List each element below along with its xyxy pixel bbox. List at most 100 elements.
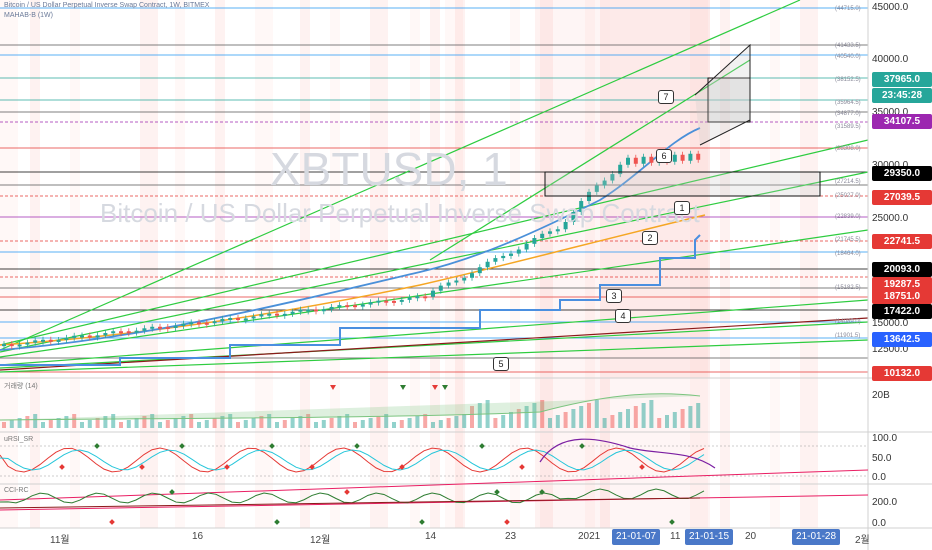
time-highlight: 21-01-28 (792, 529, 841, 545)
volume-bar (48, 420, 53, 428)
candle-body (415, 296, 420, 299)
candle-body (220, 318, 225, 322)
trendline (0, 339, 869, 373)
volume-bar (33, 414, 38, 428)
rsi-signal-line (0, 449, 705, 471)
shade-band (455, 0, 465, 528)
candle-body (485, 261, 490, 268)
volume-bar (594, 400, 599, 428)
shade-band (70, 0, 80, 528)
price-label: 20093.0 (872, 262, 932, 277)
volume-bar (126, 420, 131, 428)
shade-band (585, 0, 595, 528)
candle-body (345, 305, 350, 308)
rsi-axis-tick: 50.0 (872, 453, 892, 464)
cci-pane[interactable] (0, 469, 869, 525)
volume-bar (41, 422, 45, 428)
rsi-marker (579, 443, 585, 449)
rsi-label: uRSI_SR (4, 436, 34, 443)
shade-band (770, 0, 780, 528)
cci-axis-tick: 200.0 (872, 497, 898, 508)
rsi-marker (224, 464, 230, 470)
volume-bar (251, 418, 256, 428)
candle-body (314, 309, 318, 312)
candle-body (134, 330, 139, 333)
volume-bar (236, 422, 240, 428)
candle-body (376, 300, 381, 303)
volume-bar (680, 409, 685, 428)
cci-label: CCI-RC (4, 487, 29, 494)
price-label: 23:45:28 (872, 88, 932, 103)
volume-bar (688, 406, 693, 428)
volume-bar (2, 422, 6, 428)
volume-bar (80, 422, 84, 428)
volume-bar (672, 412, 677, 428)
candle-body (197, 322, 201, 325)
time-tick: 20 (745, 531, 757, 542)
volume-bar (282, 420, 287, 428)
volume-bar (446, 418, 451, 428)
candle-body (33, 340, 38, 343)
price-axis-tick: 40000.0 (872, 54, 909, 65)
price-label: 37965.0 (872, 72, 932, 87)
candle-body (25, 342, 30, 345)
candle-body (641, 156, 646, 164)
candle-body (594, 185, 599, 192)
shade-band (0, 0, 18, 528)
volume-pane[interactable] (2, 385, 701, 428)
volume-bar (696, 403, 701, 428)
candle-body (158, 326, 162, 329)
cci-marker (504, 519, 510, 525)
volume-bar (384, 414, 389, 428)
volume-bar (610, 415, 615, 428)
time-tick: 16 (192, 531, 204, 542)
rsi-marker (354, 443, 360, 449)
candle-body (548, 231, 552, 234)
volume-bar (438, 420, 443, 428)
volume-bar (587, 403, 591, 428)
level-text: (34877.0) (835, 111, 861, 117)
volume-bar (602, 418, 607, 428)
level-text: (41433.5) (835, 43, 861, 49)
candle-body (56, 339, 61, 342)
cci-marker (419, 519, 425, 525)
candle-body (119, 331, 123, 334)
shading-bands (0, 0, 818, 528)
rsi-pane[interactable] (0, 438, 868, 477)
candle-body (329, 306, 334, 310)
shade-band (445, 0, 463, 528)
indicator-title: MAHAB-B (1W) (4, 12, 53, 19)
price-axis-tick: 12500.0 (872, 344, 909, 355)
volume-bar (150, 414, 155, 428)
level-text: (40540.0) (835, 54, 861, 60)
volume-axis-tick: 20B (872, 390, 890, 401)
cci-marker (494, 489, 500, 495)
volume-bar (431, 422, 435, 428)
candle-body (399, 299, 404, 302)
shade-band (410, 0, 420, 528)
volume-bar (142, 416, 147, 428)
cci-ma (0, 497, 701, 509)
volume-bar (423, 414, 428, 428)
rsi-axis-tick: 100.0 (872, 433, 898, 444)
volume-bar (462, 414, 467, 428)
price-axis-tick: 30000.0 (872, 160, 908, 171)
volume-bar (25, 416, 30, 428)
candle-body (649, 156, 654, 163)
candle-body (579, 201, 584, 212)
cci-marker (169, 489, 175, 495)
volume-signal (330, 385, 336, 390)
candle-body (298, 309, 303, 312)
level-text: (22839.0) (835, 214, 861, 220)
cci-marker (344, 489, 350, 495)
shade-band (30, 0, 40, 528)
volume-bar (555, 415, 560, 428)
wave-marker: 4 (615, 309, 631, 323)
volume-bar (571, 409, 576, 428)
volume-bar (563, 412, 568, 428)
trendline (0, 321, 869, 369)
candle-body (17, 344, 22, 347)
candle-body (41, 339, 45, 342)
candle-body (72, 335, 77, 338)
